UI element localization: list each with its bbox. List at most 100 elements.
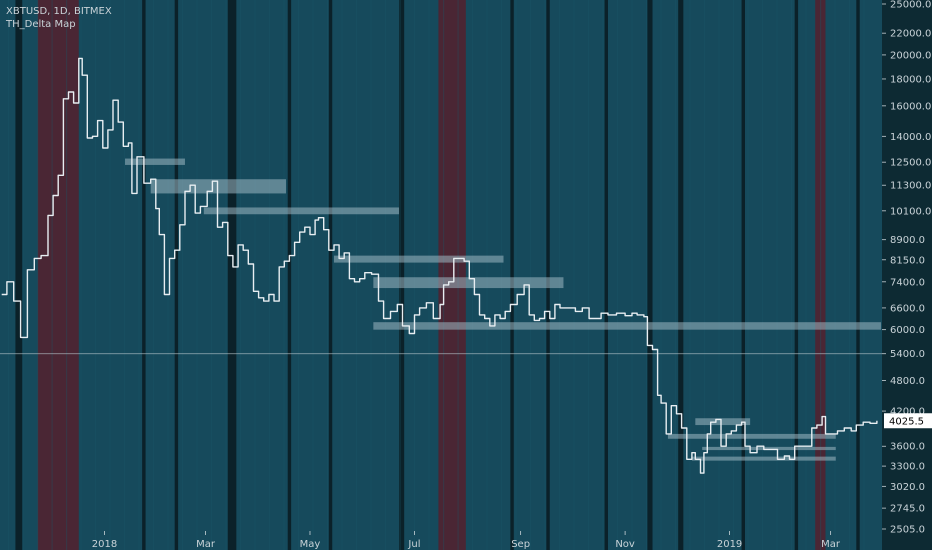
band-stripe: [718, 0, 720, 550]
y-tick-label: 2505.0: [890, 525, 925, 536]
dark-band: [399, 0, 405, 550]
band-stripe: [182, 0, 184, 550]
band-stripe: [501, 0, 503, 550]
y-tick-label: 8900.0: [890, 235, 925, 246]
y-tick-label: 3020.0: [890, 482, 925, 493]
dark-band: [227, 0, 237, 550]
dark-band: [647, 0, 653, 550]
delta-zone: [667, 433, 836, 439]
y-tick-label: 18000.0: [890, 74, 931, 85]
x-tick-label: Mar: [196, 539, 216, 550]
band-stripe: [254, 0, 256, 550]
band-stripe: [80, 0, 82, 550]
delta-zones-layer: [125, 158, 881, 461]
band-stripe: [834, 0, 836, 550]
price-axis-background: [882, 0, 932, 550]
band-stripe: [428, 0, 430, 550]
band-stripe: [298, 0, 300, 550]
band-stripe: [704, 0, 706, 550]
last-price-tag: [884, 413, 932, 429]
y-tick-label: 10100.0: [890, 206, 931, 217]
band-stripe: [385, 0, 387, 550]
y-tick-label: 22000.0: [890, 29, 931, 40]
y-tick-label: 2745.0: [890, 504, 925, 515]
band-stripe: [617, 0, 619, 550]
band-stripe: [414, 0, 416, 550]
delta-zone: [702, 446, 836, 451]
x-tick-label: May: [300, 539, 321, 550]
band-stripe: [196, 0, 198, 550]
chart-legend: XBTUSD, 1D, BITMEX TH_Delta Map: [6, 5, 112, 31]
x-tick-label: 2018: [92, 539, 117, 550]
band-stripe: [631, 0, 633, 550]
dark-band: [741, 0, 745, 550]
band-stripe: [559, 0, 561, 550]
band-stripe: [733, 0, 735, 550]
x-tick-label: Mar: [821, 539, 841, 550]
y-tick-label: 3300.0: [890, 462, 925, 473]
band-stripe: [515, 0, 517, 550]
y-tick-label: 5400.0: [890, 349, 925, 360]
band-stripe: [109, 0, 111, 550]
delta-zone: [373, 322, 881, 330]
band-stripe: [573, 0, 575, 550]
band-stripe: [776, 0, 778, 550]
indicator-name: TH_Delta Map: [6, 19, 76, 30]
time-axis[interactable]: 2018 Mar May Jul Sep Nov 2019 Mar: [92, 531, 841, 550]
band-stripe: [849, 0, 851, 550]
band-stripe: [211, 0, 213, 550]
red-band: [438, 0, 466, 550]
y-tick-label: 6600.0: [890, 303, 925, 314]
band-stripe: [530, 0, 532, 550]
x-tick-label: Sep: [511, 539, 530, 550]
delta-zone: [125, 158, 185, 165]
dark-band: [856, 0, 860, 550]
dark-band: [794, 0, 799, 550]
band-stripe: [805, 0, 807, 550]
band-stripe: [66, 0, 68, 550]
band-stripe: [124, 0, 126, 550]
band-stripe: [138, 0, 140, 550]
y-tick-label: 12500.0: [890, 158, 931, 169]
band-stripe: [863, 0, 865, 550]
delta-zone: [695, 418, 751, 426]
last-price-tag-layer: 4025.5: [884, 413, 932, 429]
dark-band: [328, 0, 333, 550]
delta-zone: [203, 207, 400, 215]
dark-band: [142, 0, 146, 550]
y-tick-label: 16000.0: [890, 101, 931, 112]
dark-band: [678, 0, 684, 550]
symbol-line: XBTUSD, 1D, BITMEX: [6, 6, 112, 17]
dark-band: [287, 0, 292, 550]
x-tick-label: 2019: [717, 539, 742, 550]
y-tick-label: 25000.0: [890, 0, 931, 11]
price-line: [1, 57, 878, 474]
band-stripe: [646, 0, 648, 550]
price-axis[interactable]: 25000.0 22000.0 20000.0 18000.0 16000.0 14000…: [882, 0, 932, 550]
band-stripe: [544, 0, 546, 550]
band-stripe: [689, 0, 691, 550]
dark-band: [510, 0, 514, 550]
delta-zone: [333, 255, 504, 263]
y-tick-label: 14000.0: [890, 132, 931, 143]
dark-band: [15, 0, 23, 550]
band-stripe: [762, 0, 764, 550]
band-stripe: [443, 0, 445, 550]
delta-zone: [691, 456, 836, 461]
y-tick-label: 20000.0: [890, 50, 931, 61]
band-stripe: [588, 0, 590, 550]
band-stripe: [791, 0, 793, 550]
band-stripe: [472, 0, 474, 550]
y-tick-label: 8150.0: [890, 255, 925, 266]
x-tick-label: Nov: [615, 539, 635, 550]
y-tick-label: 4800.0: [890, 376, 925, 387]
band-stripe: [8, 0, 10, 550]
last-price-label: 4025.5: [889, 417, 924, 428]
red-band: [37, 0, 79, 550]
y-tick-label: 7400.0: [890, 277, 925, 288]
band-stripe: [225, 0, 227, 550]
band-stripe: [820, 0, 822, 550]
band-stripe: [356, 0, 358, 550]
